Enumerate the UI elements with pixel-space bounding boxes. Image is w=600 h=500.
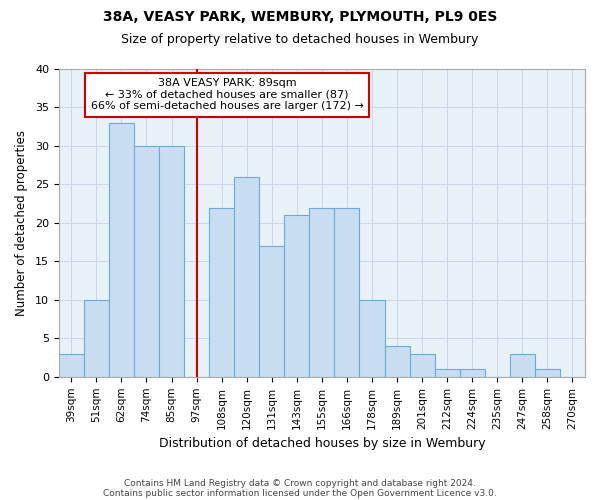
Bar [359,300,385,377]
Text: Contains public sector information licensed under the Open Government Licence v3: Contains public sector information licen… [103,488,497,498]
X-axis label: Distribution of detached houses by size in Wembury: Distribution of detached houses by size … [158,437,485,450]
Bar [385,346,410,377]
Bar [59,354,84,377]
Text: Contains HM Land Registry data © Crown copyright and database right 2024.: Contains HM Land Registry data © Crown c… [124,478,476,488]
Bar [410,354,434,377]
Bar [209,208,234,377]
Bar [84,300,109,377]
Y-axis label: Number of detached properties: Number of detached properties [15,130,28,316]
Bar [134,146,159,377]
Bar [535,369,560,377]
Bar [259,246,284,377]
Text: Size of property relative to detached houses in Wembury: Size of property relative to detached ho… [121,32,479,46]
Bar [310,208,334,377]
Bar [159,146,184,377]
Bar [234,176,259,377]
Bar [334,208,359,377]
Bar [109,123,134,377]
Bar [510,354,535,377]
Bar [434,369,460,377]
Bar [460,369,485,377]
Text: 38A VEASY PARK: 89sqm
← 33% of detached houses are smaller (87)
66% of semi-deta: 38A VEASY PARK: 89sqm ← 33% of detached … [91,78,364,112]
Text: 38A, VEASY PARK, WEMBURY, PLYMOUTH, PL9 0ES: 38A, VEASY PARK, WEMBURY, PLYMOUTH, PL9 … [103,10,497,24]
Bar [284,215,310,377]
